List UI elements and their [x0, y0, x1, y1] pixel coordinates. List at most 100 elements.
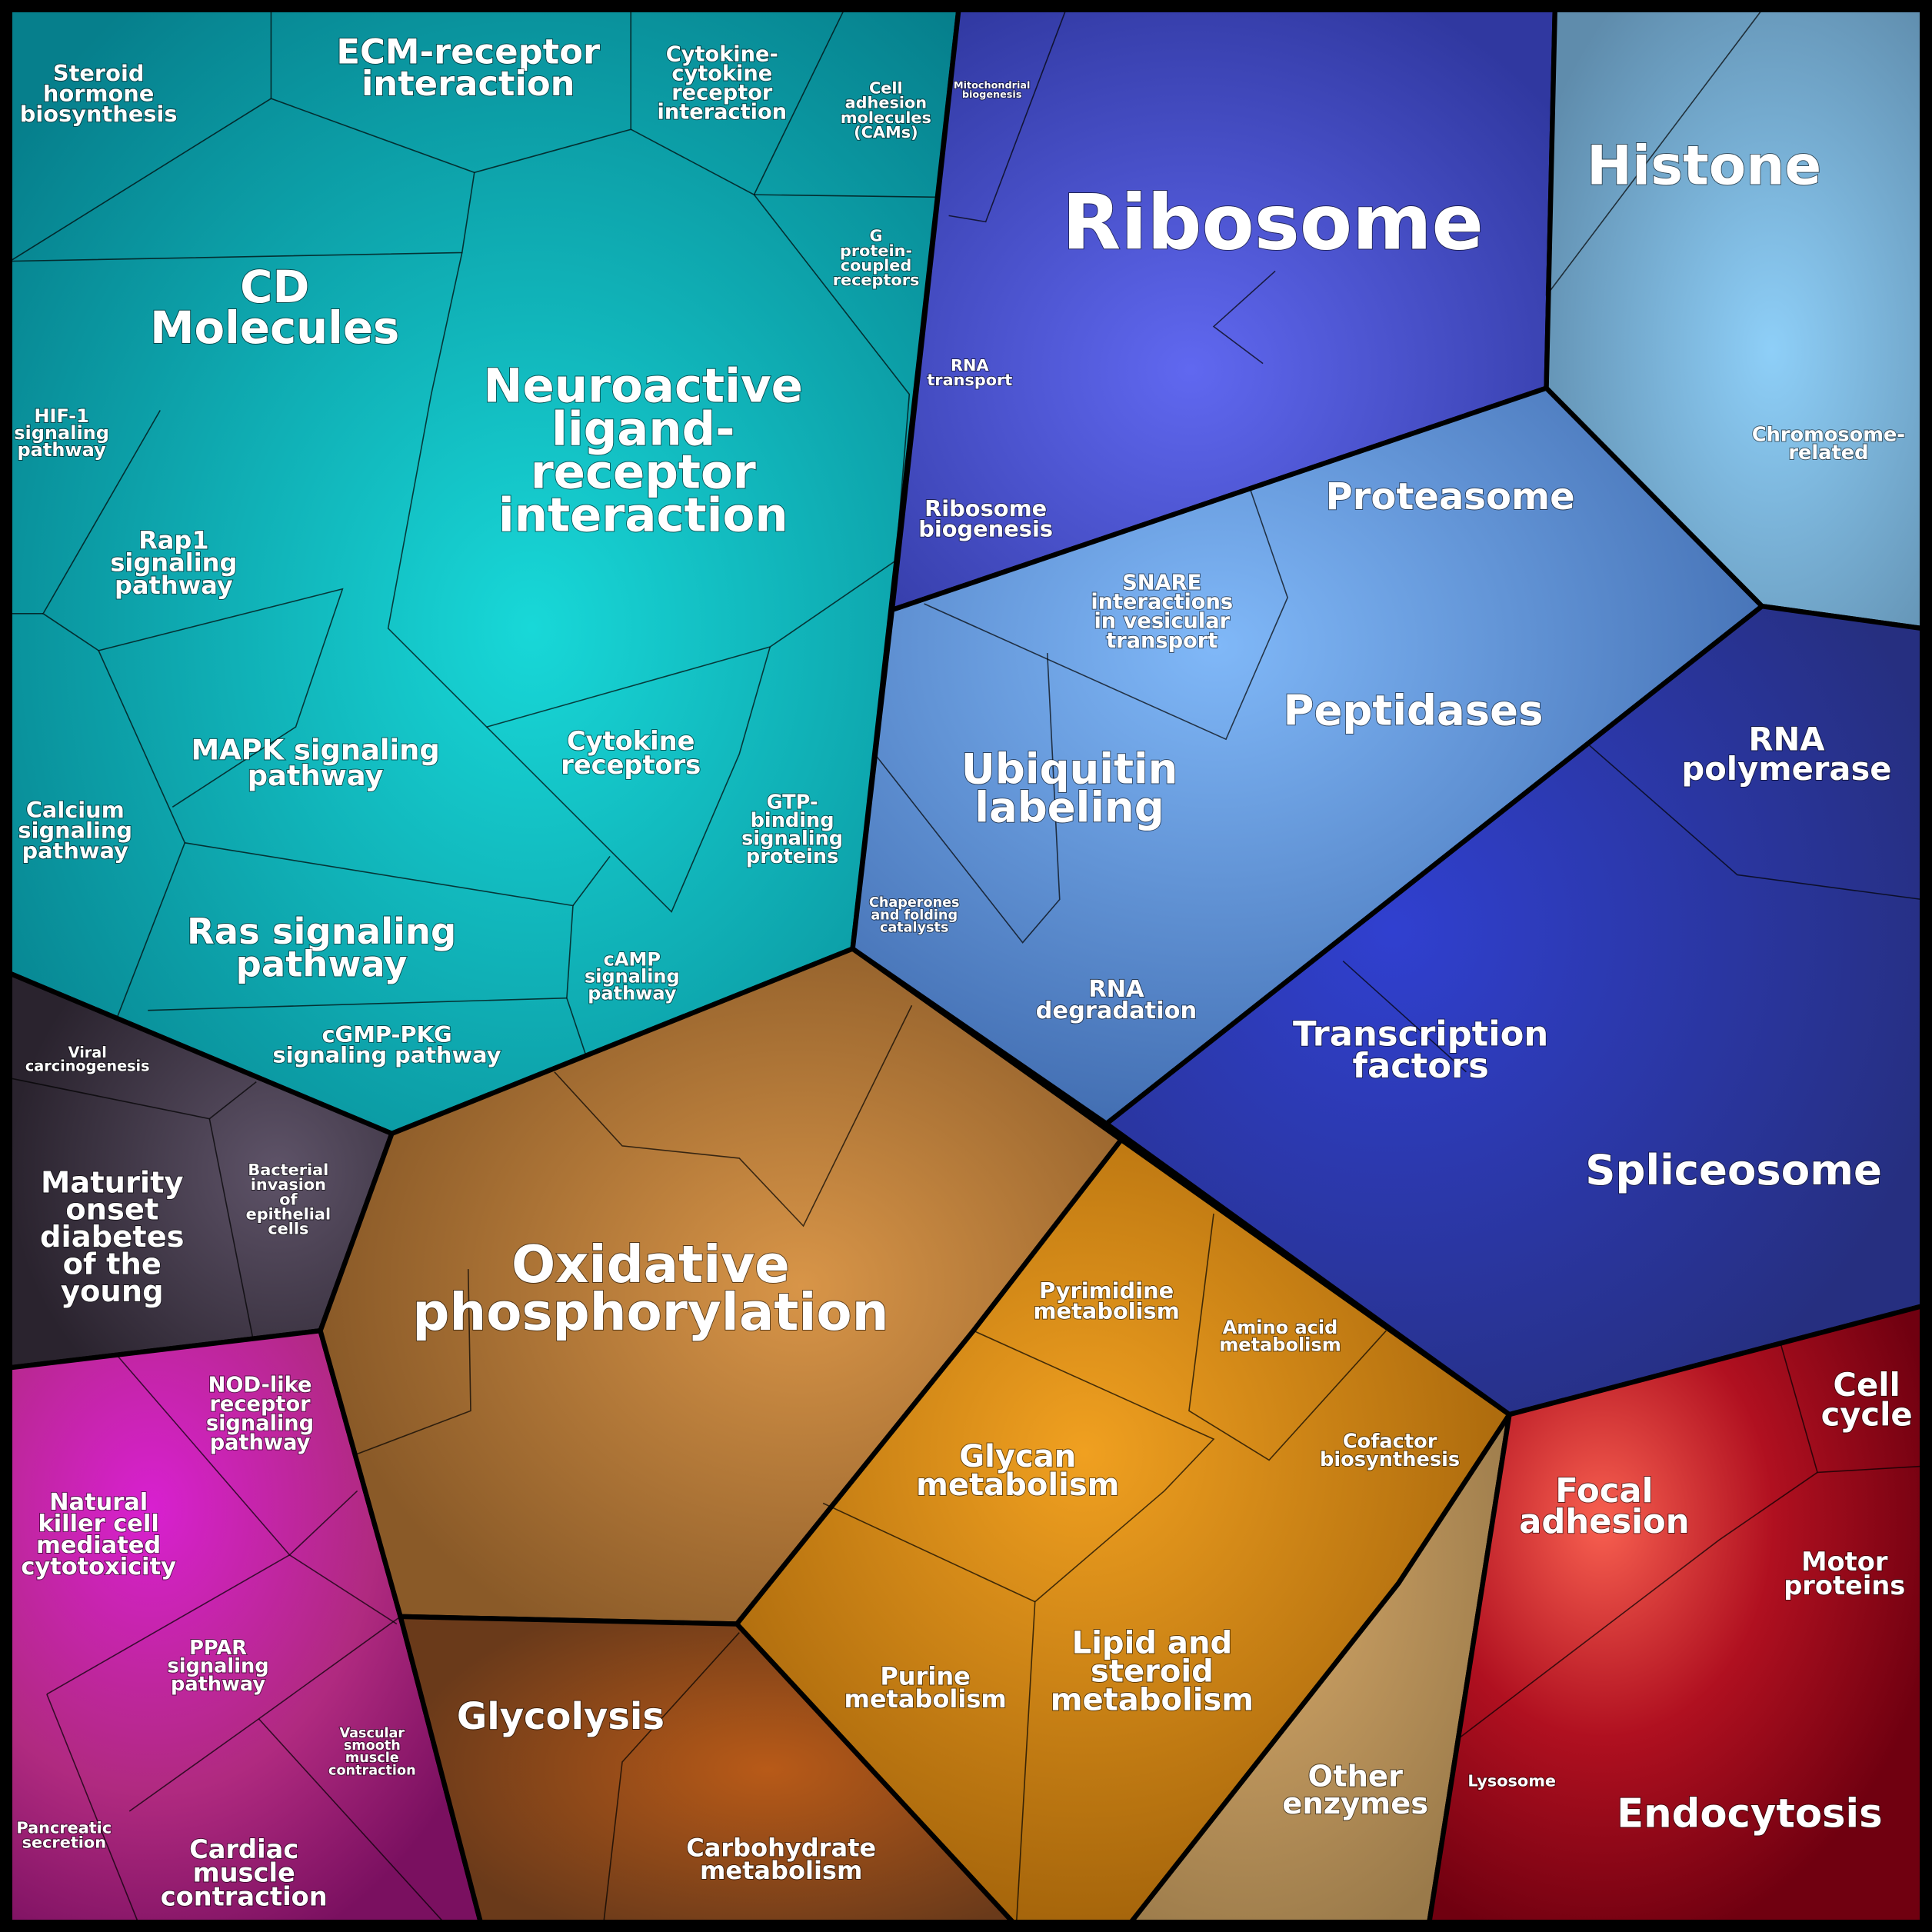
border: [1545, 9, 1763, 296]
label-line: RNA: [951, 356, 989, 375]
label-line: Other: [1308, 1759, 1403, 1794]
label-line: diabetes: [40, 1220, 185, 1254]
border: [753, 9, 845, 195]
border: [754, 194, 937, 198]
label-line: Maturity: [41, 1165, 184, 1200]
label-line: Pancreatic: [16, 1818, 112, 1837]
label-line: signaling: [585, 965, 680, 987]
cell-label: HIF-1 signaling pathway: [14, 405, 109, 461]
label-line: biosynthesis: [1320, 1448, 1460, 1471]
label-line: of the: [63, 1247, 162, 1281]
cell-label: Bacterial invasion of epithelial cells: [246, 1161, 331, 1238]
label-line: interaction: [658, 100, 788, 124]
cell-label: Cytokine receptors: [561, 725, 701, 779]
cell-label: Neuroactive ligand-receptor interaction: [484, 358, 803, 542]
label-line: coupled: [841, 256, 911, 275]
cellular-region: [1427, 1303, 1925, 1925]
label-line: receptor: [209, 1392, 311, 1416]
cell-label: Amino acid metabolism: [1219, 1317, 1341, 1355]
cell-label: Mitochondrial biogenesis: [954, 80, 1031, 101]
cell-label: GTP-binding signaling proteins: [741, 791, 843, 868]
cell-label: Viral carcinogenesis: [25, 1043, 150, 1074]
cell-label: cAMP signaling pathway: [585, 948, 680, 1004]
cell-label: Histone: [1587, 134, 1821, 197]
label-line: Cofactor: [1343, 1430, 1437, 1453]
label-line: signaling: [741, 828, 843, 851]
label-line: Natural: [49, 1489, 148, 1516]
border: [98, 588, 344, 808]
cell-label: Calcium signaling pathway: [18, 797, 132, 864]
border: [554, 1004, 913, 1227]
border: [948, 9, 1067, 223]
label-line: Cell: [869, 78, 903, 97]
label-line: muscle: [193, 1857, 295, 1887]
regions: [7, 7, 1925, 1925]
label-line: metabolism: [1034, 1298, 1180, 1324]
cell-label: Steroid hormone biosynthesis: [20, 60, 178, 127]
label-line: pathway: [236, 943, 408, 984]
cell-label: Ubiquitin labeling: [961, 744, 1178, 832]
label-line: Cytokine-: [666, 42, 778, 66]
label-line: onset: [65, 1192, 158, 1227]
border: [973, 1330, 1215, 1923]
label-line: in vesicular: [1094, 609, 1230, 633]
label-line: signaling: [168, 1655, 269, 1678]
label-line: Steroid: [53, 60, 145, 86]
label-line: invasion: [251, 1175, 326, 1194]
label-line: secretion: [22, 1834, 106, 1852]
cell-label: Motor proteins: [1784, 1546, 1905, 1600]
label-line: Proteasome: [1326, 475, 1575, 518]
label-line: cells: [268, 1220, 308, 1238]
label-line: polymerase: [1681, 750, 1891, 788]
label-line: pathway: [248, 759, 384, 792]
label-line: ligand-: [551, 401, 735, 456]
cell-label: MAPK signaling pathway: [191, 733, 439, 792]
glycolysis-region: [398, 1614, 1016, 1925]
label-line: SNARE: [1122, 571, 1201, 595]
label-line: labeling: [974, 783, 1164, 832]
label-line: CD: [240, 261, 309, 313]
label-line: MAPK signaling: [191, 733, 439, 766]
label-line: cytotoxicity: [21, 1554, 176, 1581]
label-line: and folding: [871, 908, 958, 923]
label-line: phosphorylation: [412, 1281, 888, 1341]
label-line: signaling: [18, 817, 132, 843]
border: [486, 646, 771, 913]
border: [9, 1078, 257, 1120]
label-line: signaling: [110, 548, 237, 578]
label-line: catalysts: [880, 921, 949, 936]
label-line: muscle: [345, 1750, 399, 1766]
label-line: Motor: [1801, 1546, 1888, 1576]
label-line: Amino acid: [1223, 1317, 1338, 1338]
label-line: degradation: [1036, 997, 1198, 1024]
cell-label: Ras signaling pathway: [187, 910, 456, 984]
label-line: receptor: [671, 81, 773, 105]
border: [1459, 1471, 1818, 1738]
cell-label: Other enzymes: [1282, 1759, 1428, 1820]
cell-label: Oxidative phosphorylation: [412, 1234, 888, 1342]
cell-label: Vascular smooth muscle contraction: [328, 1726, 416, 1779]
label-line: (CAMs): [854, 123, 918, 142]
cell-label: Cofactor biosynthesis: [1320, 1430, 1460, 1471]
label-line: cytokine: [671, 62, 772, 85]
label-line: pathway: [210, 1431, 311, 1454]
cell-label: Peptidases: [1284, 686, 1544, 735]
label-line: NOD-like: [208, 1373, 312, 1397]
label-line: HIF-1: [34, 405, 88, 427]
label-line: metabolism: [1051, 1682, 1254, 1717]
label-line: GTP-: [767, 791, 818, 814]
label-line: contraction: [161, 1881, 328, 1911]
cell-label: Rap1 signaling pathway: [110, 525, 237, 600]
label-line: proteins: [1784, 1570, 1905, 1600]
label-line: Purine: [880, 1662, 971, 1691]
label-line: related: [1788, 441, 1868, 465]
label-line: Chromosome-: [1752, 424, 1905, 447]
label-line: Focal: [1555, 1472, 1653, 1511]
label-line: Neuroactive: [484, 358, 803, 413]
label-line: receptor: [531, 445, 756, 499]
cell-label: Lysosome: [1467, 1772, 1556, 1790]
cell-label: Chaperones and folding catalysts: [869, 895, 960, 935]
label-line: Mitochondrial: [954, 80, 1031, 92]
